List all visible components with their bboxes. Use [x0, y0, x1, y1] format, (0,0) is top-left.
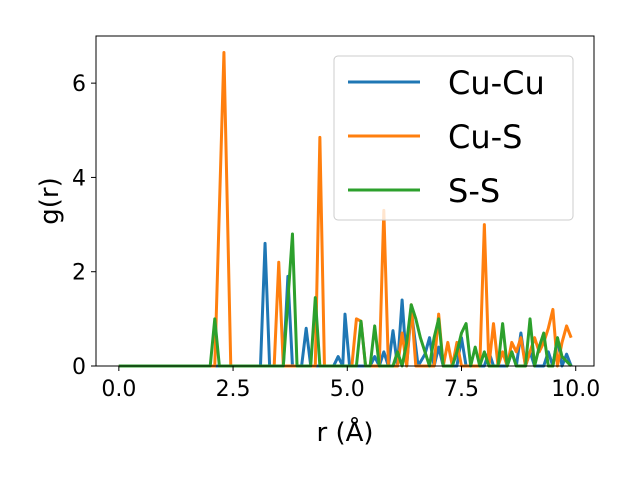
legend: Cu-Cu Cu-S S-S: [333, 55, 574, 221]
y-axis-label: g(r): [35, 177, 65, 224]
y-tick-label: 0: [72, 355, 86, 380]
x-tick-label: 5.0: [330, 377, 365, 402]
legend-label-s-s: S-S: [448, 172, 500, 210]
x-tick-label: 2.5: [216, 377, 251, 402]
x-tick-label: 0.0: [101, 377, 136, 402]
series-line-s-s: [118, 232, 573, 368]
y-tick-label: 4: [72, 166, 86, 191]
legend-label-cu-s: Cu-S: [448, 118, 522, 156]
y-axis: 0 2 4 6: [72, 72, 96, 380]
x-axis: 0.0 2.5 5.0 7.5 10.0: [101, 366, 600, 402]
y-tick-label: 2: [72, 261, 86, 286]
x-tick-label: 7.5: [444, 377, 479, 402]
y-tick-label: 6: [72, 72, 86, 97]
x-tick-label: 10.0: [551, 377, 600, 402]
legend-label-cu-cu: Cu-Cu: [448, 64, 545, 102]
x-axis-label: r (Å): [316, 416, 373, 448]
plot-frame: [95, 35, 595, 367]
legend-frame: [333, 55, 574, 221]
